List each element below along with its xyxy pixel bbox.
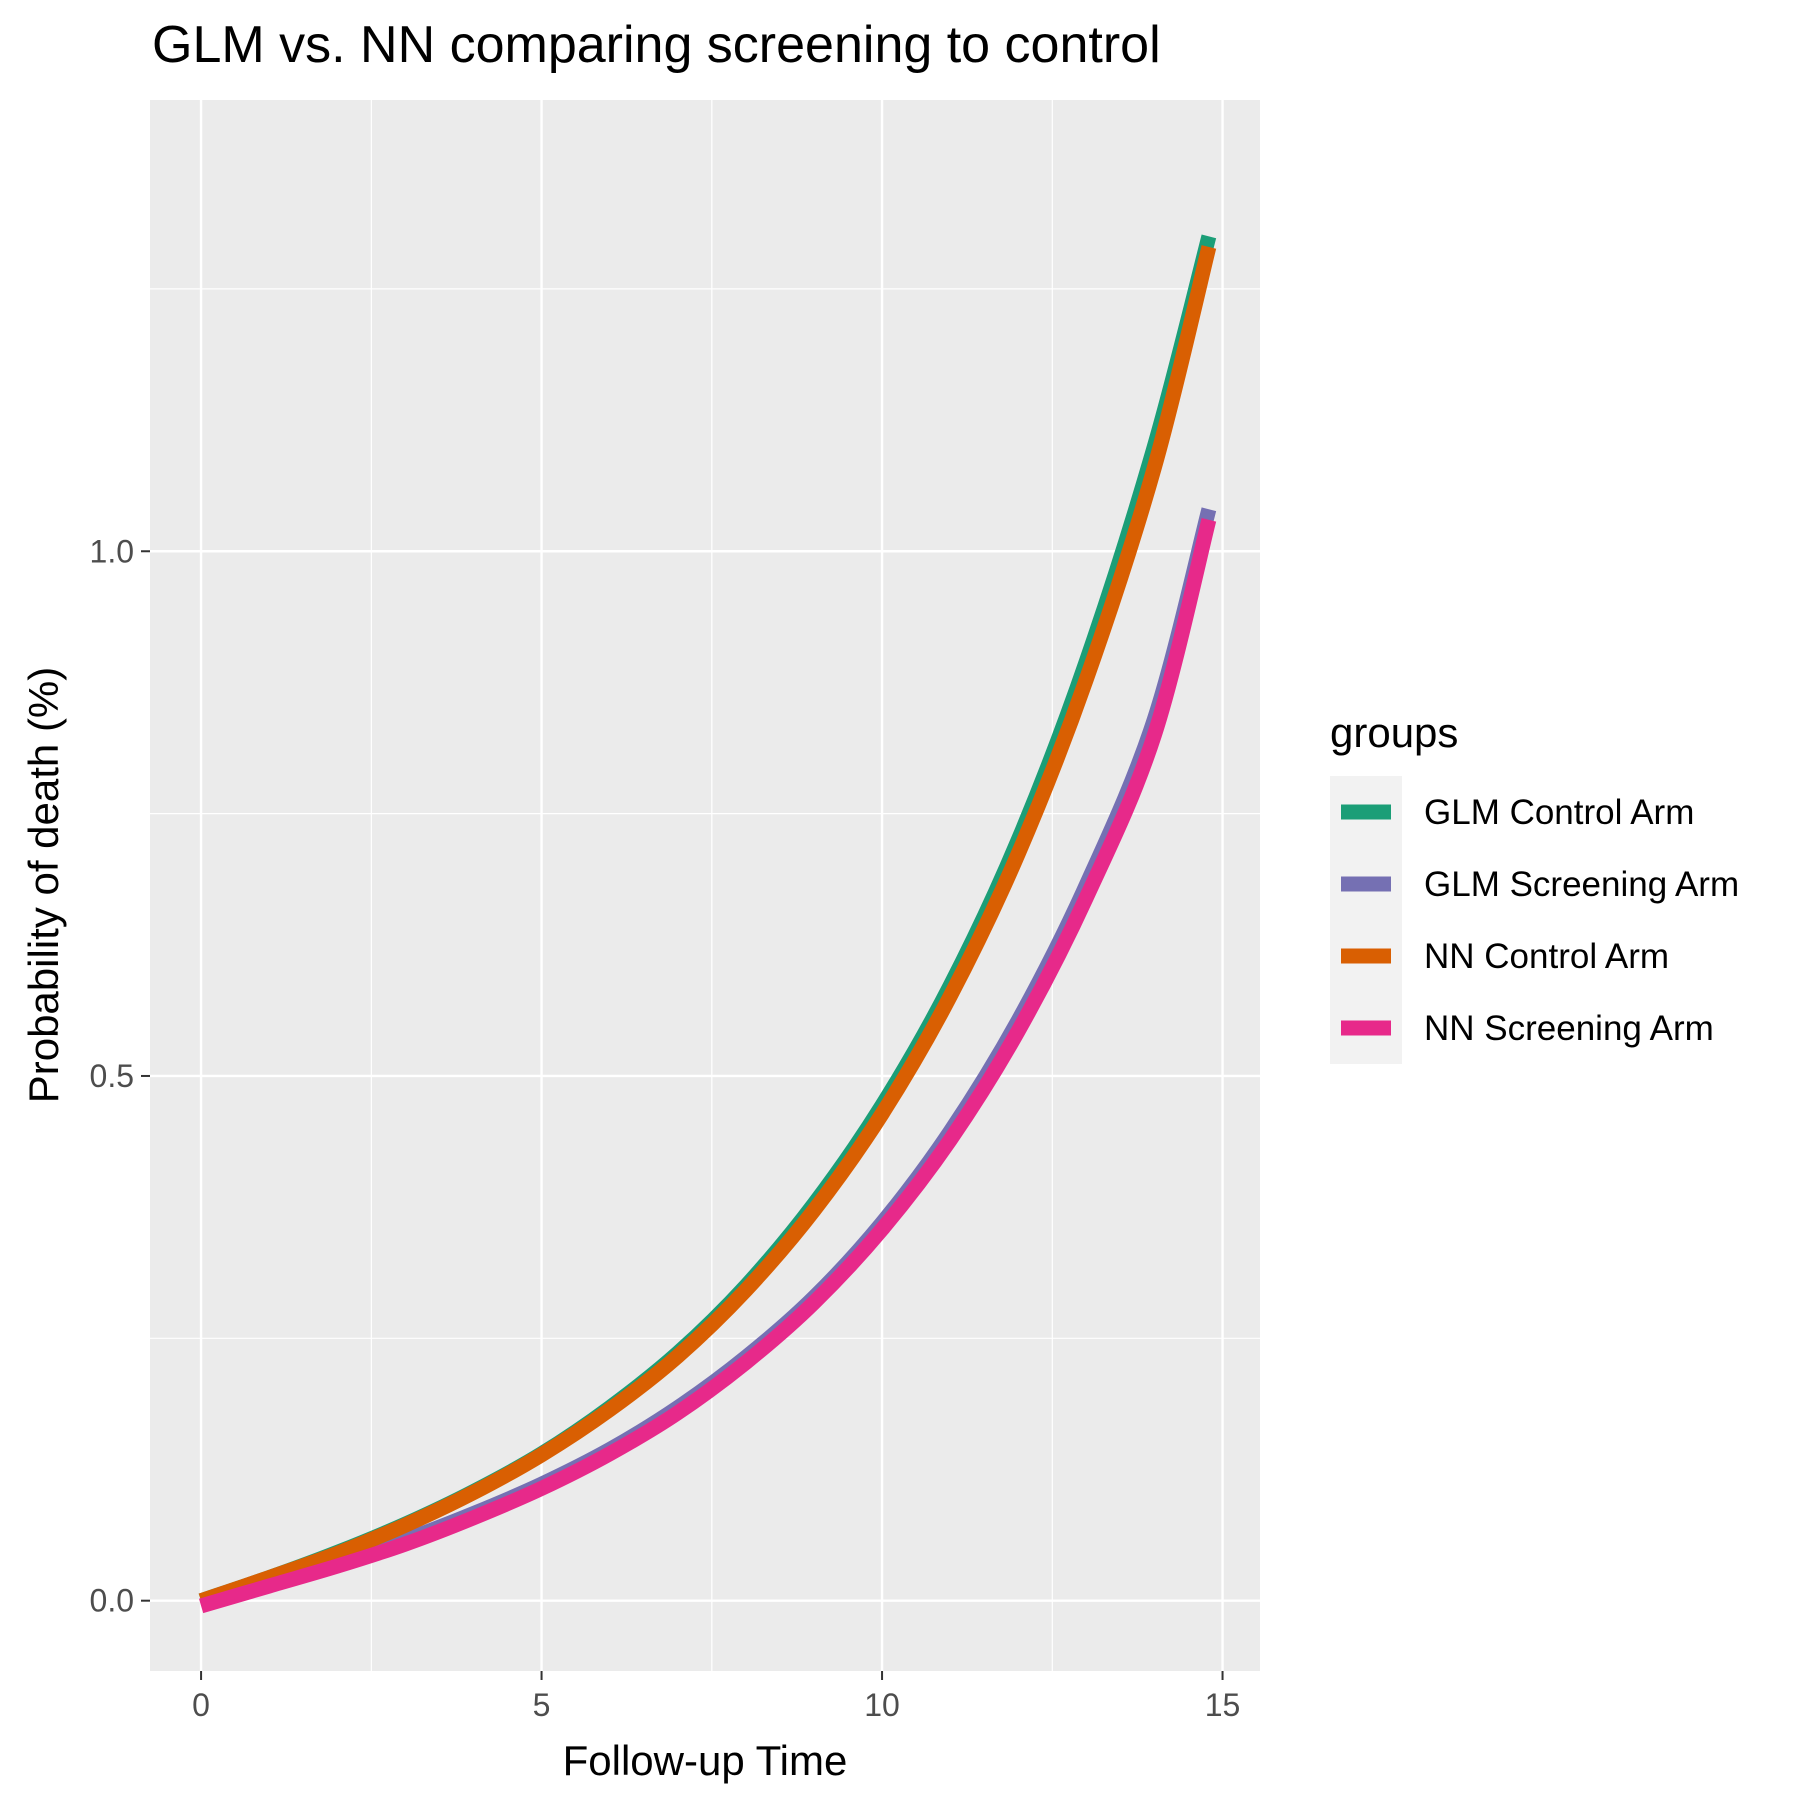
minor-gridlines [150,100,1260,1671]
y-axis: 0.0 0.5 1.0 [90,533,150,1619]
x-axis-title: Follow-up Time [563,1737,848,1784]
legend-label-nn-control-arm: NN Control Arm [1424,937,1669,976]
x-tick-label: 15 [1205,1687,1241,1723]
series-line-nn-screening-arm [198,517,1217,1614]
chart-title: GLM vs. NN comparing screening to contro… [152,16,1161,74]
x-axis: 0 5 10 15 [192,1671,1240,1723]
x-tick-label: 5 [533,1687,551,1723]
x-tick-label: 10 [864,1687,900,1723]
y-tick-label: 0.5 [90,1058,134,1094]
legend-label-glm-screening-arm: GLM Screening Arm [1424,865,1739,904]
series-line-nn-control-arm [198,245,1217,1608]
x-tick-label: 0 [192,1687,210,1723]
legend-title: groups [1330,709,1458,756]
plot-panel [150,100,1260,1671]
legend-label-nn-screening-arm: NN Screening Arm [1424,1009,1714,1048]
y-tick-label: 1.0 [90,533,134,569]
y-axis-title: Probability of death (%) [20,667,67,1104]
legend-key-background [1330,776,1402,1064]
legend: groups GLM Control Arm GLM Screening Arm N… [1330,709,1739,1064]
y-tick-label: 0.0 [90,1583,134,1619]
legend-label-glm-control-arm: GLM Control Arm [1424,793,1694,832]
series-layer [198,234,1217,1614]
major-gridlines [150,100,1260,1671]
